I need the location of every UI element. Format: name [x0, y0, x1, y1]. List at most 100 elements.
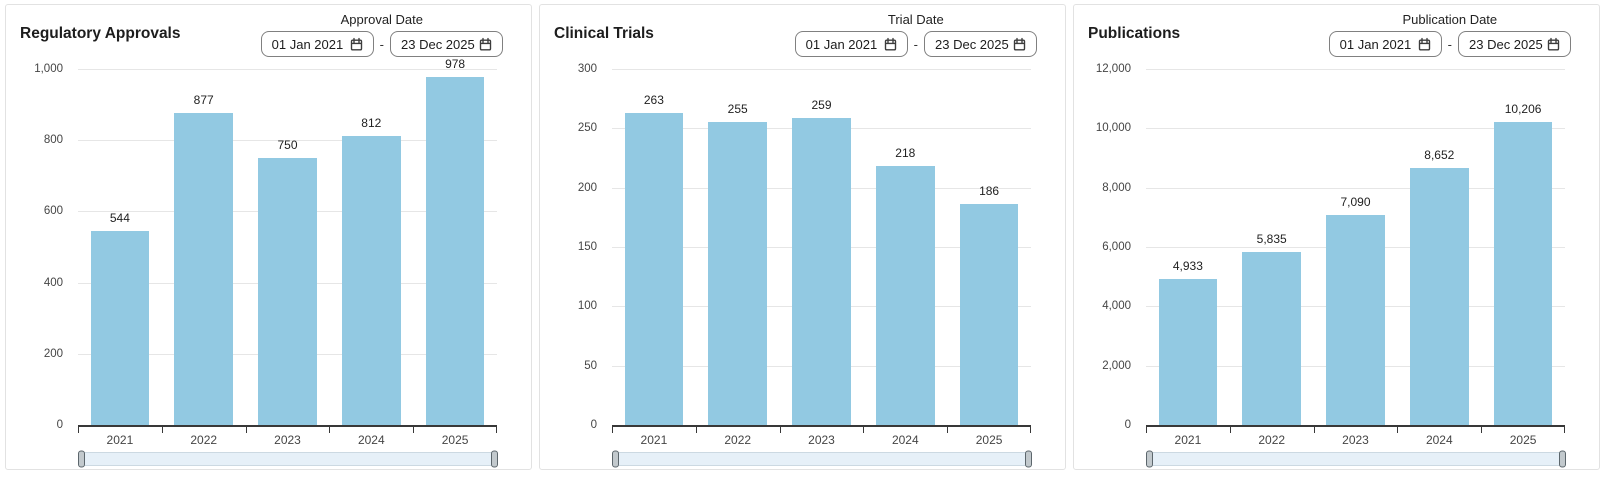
bar[interactable] [174, 112, 234, 425]
bar-group: 978 [413, 57, 497, 425]
gridline [1146, 69, 1565, 70]
bar-group: 218 [863, 69, 947, 425]
x-axis-label: 2023 [1342, 433, 1369, 447]
date-filter: Publication Date 01 Jan 2021 - 23 Dec 20… [1328, 12, 1571, 57]
panel-title: Clinical Trials [554, 25, 654, 42]
bar-value-label: 263 [643, 92, 664, 107]
slider-left-handle[interactable] [78, 450, 85, 468]
panel-title: Publications [1088, 25, 1181, 42]
slider-right-handle[interactable] [491, 450, 498, 468]
y-tick-label: 200 [577, 181, 597, 194]
date-from-value: 01 Jan 2021 [805, 36, 878, 52]
y-tick-label: 200 [43, 347, 63, 360]
panel-publications: Publications Publication Date 01 Jan 202… [1073, 4, 1600, 470]
bar[interactable] [90, 231, 150, 425]
x-axis [612, 425, 1031, 433]
x-axis-label: 2022 [724, 433, 752, 447]
range-slider[interactable] [78, 450, 498, 468]
x-axis-tick [161, 427, 163, 433]
bar-group: 8,652 [1397, 69, 1481, 425]
date-filter-label: Trial Date [887, 12, 944, 27]
x-axis-tick [245, 427, 247, 433]
calendar-icon[interactable] [1546, 37, 1561, 52]
plot-area: 544 877 750 812 978 [78, 57, 497, 425]
y-tick-label: 0 [590, 419, 597, 431]
date-from-input[interactable]: 01 Jan 2021 [1328, 31, 1442, 57]
y-tick-label: 150 [577, 241, 597, 253]
x-axis-label: 2025 [441, 433, 469, 447]
bar-value-label: 4,933 [1172, 258, 1203, 273]
calendar-icon[interactable] [1012, 37, 1027, 52]
bar-value-label: 259 [811, 97, 832, 112]
bar[interactable] [708, 122, 768, 425]
calendar-icon[interactable] [478, 37, 493, 52]
bar[interactable] [792, 117, 851, 425]
bar-value-label: 544 [109, 211, 130, 226]
bar[interactable] [624, 112, 684, 425]
x-axis-tick [1481, 427, 1483, 433]
bar[interactable] [1326, 214, 1385, 425]
bar[interactable] [875, 166, 935, 425]
date-range-separator: - [379, 36, 384, 52]
bar-value-label: 750 [277, 138, 298, 152]
date-to-value: 23 Dec 2025 [1469, 36, 1543, 52]
bar-group: 812 [329, 69, 413, 425]
y-tick-label: 400 [43, 276, 63, 289]
x-axis-label: 2023 [274, 433, 301, 447]
date-to-input[interactable]: 23 Dec 2025 [390, 31, 503, 57]
date-from-input[interactable]: 01 Jan 2021 [260, 31, 374, 57]
slider-left-handle[interactable] [1146, 450, 1153, 468]
x-axis-tick [1313, 427, 1315, 433]
range-slider[interactable] [612, 450, 1032, 468]
bar[interactable] [1158, 278, 1218, 425]
slider-right-handle[interactable] [1559, 450, 1566, 468]
x-axis-label: 2024 [1425, 433, 1453, 447]
slider-right-handle[interactable] [1025, 450, 1032, 468]
bar[interactable] [258, 158, 317, 425]
y-tick-label: 8,000 [1102, 181, 1131, 194]
x-axis-label: 2024 [891, 433, 919, 447]
gridline [612, 69, 1031, 70]
bar-value-label: 8,652 [1424, 148, 1455, 163]
date-to-input[interactable]: 23 Dec 2025 [1458, 31, 1571, 57]
x-axis-tick [612, 427, 613, 433]
y-axis: 0 200 400 600 800 1,000 [6, 63, 70, 431]
y-tick-label: 1,000 [34, 63, 63, 75]
bar[interactable] [1409, 168, 1469, 425]
x-axis-label: 2022 [1258, 433, 1286, 447]
slider-left-handle[interactable] [612, 450, 619, 468]
bar-group: 4,933 [1146, 69, 1230, 425]
date-from-value: 01 Jan 2021 [1339, 36, 1412, 52]
bar[interactable] [341, 135, 401, 425]
calendar-icon[interactable] [349, 37, 364, 52]
bar-groups: 263 255 259 218 186 [612, 69, 1031, 425]
date-to-input[interactable]: 23 Dec 2025 [924, 31, 1037, 57]
x-axis-tick [947, 427, 949, 433]
bar[interactable] [1242, 251, 1302, 425]
date-filter-label: Publication Date [1402, 12, 1498, 27]
bar[interactable] [959, 204, 1019, 425]
range-slider[interactable] [1146, 450, 1566, 468]
x-axis-label: 2022 [190, 433, 218, 447]
x-axis-label: 2021 [1174, 433, 1202, 447]
bar[interactable] [425, 76, 485, 425]
bar[interactable] [1493, 122, 1553, 425]
bar-value-label: 186 [979, 184, 1000, 199]
bar-value-label: 877 [193, 92, 214, 107]
y-tick-label: 6,000 [1102, 241, 1131, 253]
y-tick-label: 800 [43, 134, 63, 147]
calendar-icon[interactable] [1417, 37, 1432, 52]
y-tick-label: 0 [56, 419, 63, 431]
calendar-icon[interactable] [883, 37, 898, 52]
bar-value-label: 7,090 [1340, 194, 1371, 209]
date-from-input[interactable]: 01 Jan 2021 [794, 31, 908, 57]
x-axis-tick [1397, 427, 1399, 433]
y-tick-label: 600 [43, 205, 63, 218]
x-axis-label: 2021 [106, 433, 134, 447]
bar-value-label: 218 [895, 146, 916, 161]
panel-title: Regulatory Approvals [20, 25, 181, 42]
bar-value-label: 5,835 [1256, 231, 1287, 246]
x-axis-labels: 2021 2022 2023 2024 2025 [1146, 433, 1565, 447]
bar-groups: 544 877 750 812 978 [78, 57, 497, 425]
